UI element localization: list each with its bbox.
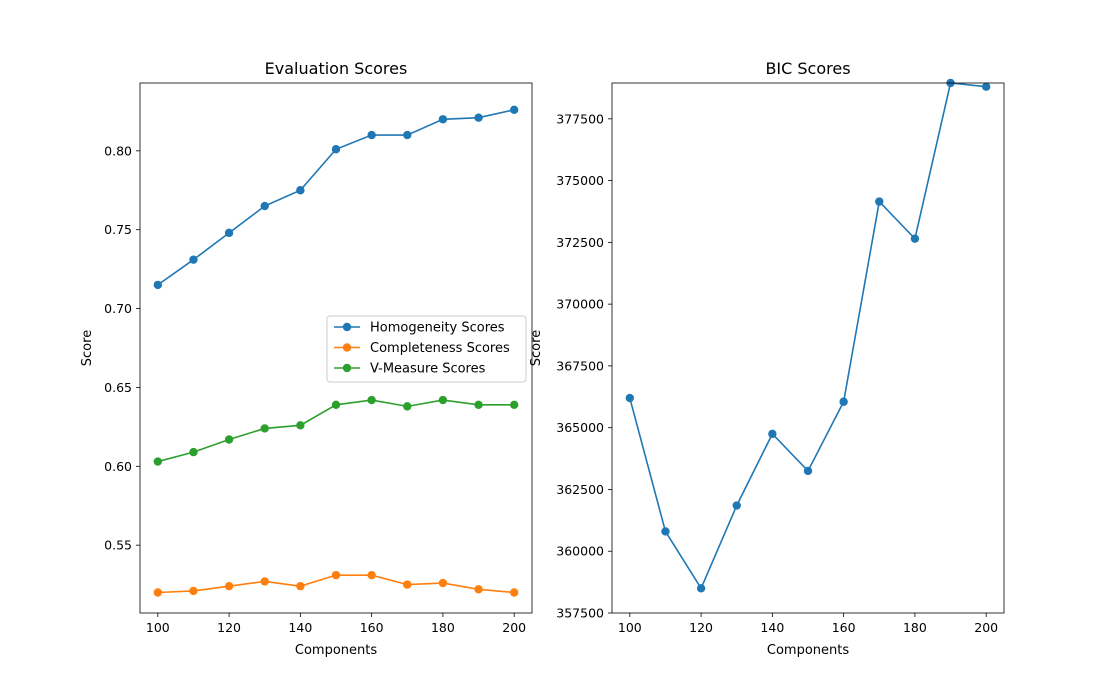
y-tick-label: 0.80 [104,143,132,158]
data-point [224,435,234,444]
x-tick-label: 140 [288,620,312,635]
data-point [509,400,519,409]
legend-entry: Homogeneity Scores [370,321,505,336]
x-tick-label: 200 [974,620,998,635]
data-point [367,570,376,580]
y-axis-label: Score [80,330,95,366]
data-point [438,578,448,588]
data-point [839,397,848,406]
y-tick-label: 367500 [556,358,604,373]
legend-marker [342,343,352,352]
chart-panel-2: BIC Scores 100 120 140 160 180 200 357500 360000… [529,59,1005,658]
data-point [189,255,198,264]
x-tick-label: 180 [903,620,927,635]
data-point [153,588,163,597]
data-point [296,421,305,430]
data-point [403,580,412,589]
series-2 [153,570,519,597]
plot-frame [611,82,1005,614]
y-tick-label: 360000 [556,544,604,559]
data-point [367,130,376,140]
data-point [910,234,920,243]
y-tick-label: 0.60 [104,459,132,474]
y-tick-label: 375000 [556,173,604,188]
data-point [260,577,269,586]
y-tick-label: 0.75 [104,222,132,237]
legend-entry: Completeness Scores [370,341,510,356]
x-tick-label: 120 [217,620,241,635]
x-tick-label: 160 [832,620,856,635]
data-point [224,581,234,591]
data-point [331,570,341,580]
series-1 [625,78,991,593]
series-3 [153,395,519,466]
series-line [629,82,987,591]
data-point [625,393,635,403]
x-axis-label: Components [295,643,377,658]
data-point [224,228,234,238]
data-point [696,584,706,593]
x-tick-label: 100 [146,620,170,635]
x-tick-label: 200 [502,620,526,635]
series-line [157,399,515,463]
data-point [474,400,483,409]
data-point [260,424,269,433]
legend: Homogeneity Scores Completeness Scores V-M… [326,315,527,383]
y-axis-label: Score [529,330,544,366]
data-point [981,82,991,91]
data-point [474,113,483,122]
data-point [875,197,884,206]
legend-marker [342,322,352,332]
chart-title: Evaluation Scores [265,59,408,78]
legend-marker [342,363,352,373]
series-1 [153,105,519,290]
data-point [474,585,483,594]
y-tick-label: 0.70 [104,301,132,316]
x-tick-label: 160 [360,620,384,635]
legend-box [326,315,527,383]
x-axis-label: Components [767,643,849,658]
x-tick-label: 120 [689,620,713,635]
data-point [438,395,448,405]
chart-panel-1: Evaluation Scores 100 120 140 160 180 200 0.55 0… [80,59,533,658]
data-point [509,105,519,115]
y-tick-label: 362500 [556,482,604,497]
y-tick-label: 372500 [556,235,604,250]
data-point [403,130,412,140]
data-point [296,186,305,195]
plot-frame [139,82,533,614]
data-point [367,395,376,405]
data-point [331,400,341,409]
data-point [153,280,163,290]
y-tick-label: 365000 [556,420,604,435]
data-point [803,466,813,476]
data-point [661,527,670,536]
data-point [260,201,269,211]
y-tick-label: 377500 [556,111,604,126]
data-point [331,145,341,154]
x-tick-label: 100 [618,620,642,635]
chart-title: BIC Scores [765,59,850,78]
data-point [153,457,163,466]
data-point [403,402,412,411]
series-line [157,109,515,286]
legend-entry: V-Measure Scores [370,362,486,377]
y-tick-label: 357500 [556,606,604,621]
x-tick-label: 180 [431,620,455,635]
data-point [509,588,519,597]
data-point [768,429,777,439]
data-point [189,586,198,596]
y-tick-label: 0.65 [104,380,132,395]
data-point [189,447,198,457]
data-point [296,581,305,591]
y-tick-label: 0.55 [104,538,132,553]
data-point [438,115,448,124]
x-tick-label: 140 [760,620,784,635]
data-point [732,501,741,510]
y-tick-label: 370000 [556,297,604,312]
